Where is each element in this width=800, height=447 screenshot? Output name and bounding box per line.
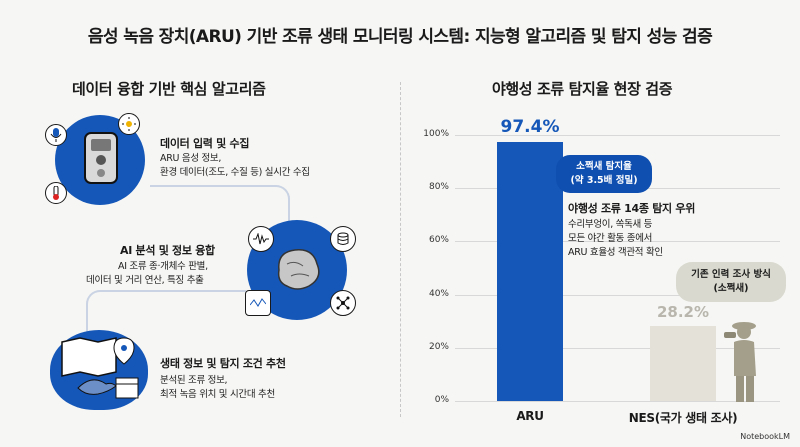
bar-value-label: 97.4%: [500, 116, 560, 137]
y-tick-label: 40%: [428, 288, 449, 299]
step-desc: AI 조류 종·개체수 판별,: [118, 261, 208, 272]
bar-nes: [650, 325, 716, 401]
annotation-line: 수리부엉이, 쏙독새 등: [568, 219, 653, 230]
location-pin-icon: [113, 337, 135, 365]
field-surveyor-icon: [724, 322, 756, 402]
y-tick-label: 60%: [428, 235, 449, 246]
nes-callout: 기존 인력 조사 방식 (소쩍새): [676, 262, 786, 302]
right-section-title: 야행성 조류 탐지율 현장 검증: [492, 80, 673, 98]
calendar-icon: [115, 377, 139, 399]
watermark: NotebookLM: [740, 432, 790, 441]
aru-callout: 소쩍새 탐지율 (약 3.5배 정밀): [556, 155, 652, 193]
y-tick-label: 0%: [434, 395, 449, 405]
annotation-line: 모든 야간 활동 종에서: [568, 233, 653, 244]
step-desc: 분석된 조류 정보,: [160, 375, 228, 386]
waveform-icon: [248, 226, 274, 252]
sun-icon: [118, 113, 140, 135]
microphone-icon: [45, 124, 67, 146]
step-title: 데이터 입력 및 수집: [160, 137, 250, 150]
page-title: 음성 녹음 장치(ARU) 기반 조류 생태 모니터링 시스템: 지능형 알고리…: [87, 27, 713, 47]
flow-connector: [150, 185, 290, 240]
spectrogram-icon: [245, 290, 271, 316]
left-section-title: 데이터 융합 기반 핵심 알고리즘: [72, 80, 266, 98]
step-desc: 최적 녹음 위치 및 시간대 추천: [160, 389, 275, 400]
step-desc: 데이터 및 거리 연산, 특징 추출: [86, 275, 204, 286]
bird-icon: [77, 379, 117, 395]
thermometer-icon: [45, 182, 67, 204]
data-input-circle: [55, 115, 145, 205]
nes-callout-line1: 기존 인력 조사 방식: [691, 269, 771, 280]
x-category-label: NES(국가 생태 조사): [628, 411, 738, 425]
bar-aru: [497, 141, 563, 401]
annotation-title: 야행성 조류 14종 탐지 우위: [568, 202, 696, 215]
step-title: 생태 정보 및 탐지 조건 추천: [160, 357, 286, 370]
step-desc: 환경 데이터(조도, 수질 등) 실시간 수집: [160, 167, 310, 178]
y-tick-label: 100%: [423, 129, 449, 139]
annotation-line: ARU 효율성 객관적 확인: [568, 247, 663, 258]
nes-callout-line2: (소쩍새): [713, 283, 749, 294]
aru-callout-line2: (약 3.5배 정밀): [570, 175, 638, 186]
recommendation-circle: [50, 330, 148, 410]
gridline: [455, 401, 780, 402]
y-tick-label: 80%: [428, 182, 449, 193]
y-tick-label: 20%: [428, 341, 449, 352]
gridline: [455, 241, 780, 243]
step-desc: ARU 음성 정보,: [160, 153, 222, 164]
brain-icon: [277, 249, 320, 290]
section-divider: [400, 82, 401, 417]
x-category-label: ARU: [516, 409, 544, 423]
network-icon: [330, 290, 356, 316]
aru-callout-line1: 소쩍새 탐지율: [576, 161, 632, 172]
gridline: [455, 135, 780, 136]
gridline: [455, 294, 780, 296]
recorder-device-icon: [84, 132, 118, 184]
flow-connector: [86, 290, 246, 345]
map-icon: [61, 337, 117, 377]
step-title: AI 분석 및 정보 융합: [120, 244, 215, 257]
database-icon: [330, 226, 356, 252]
gridline: [455, 347, 780, 349]
bar-value-label: 28.2%: [656, 302, 710, 321]
